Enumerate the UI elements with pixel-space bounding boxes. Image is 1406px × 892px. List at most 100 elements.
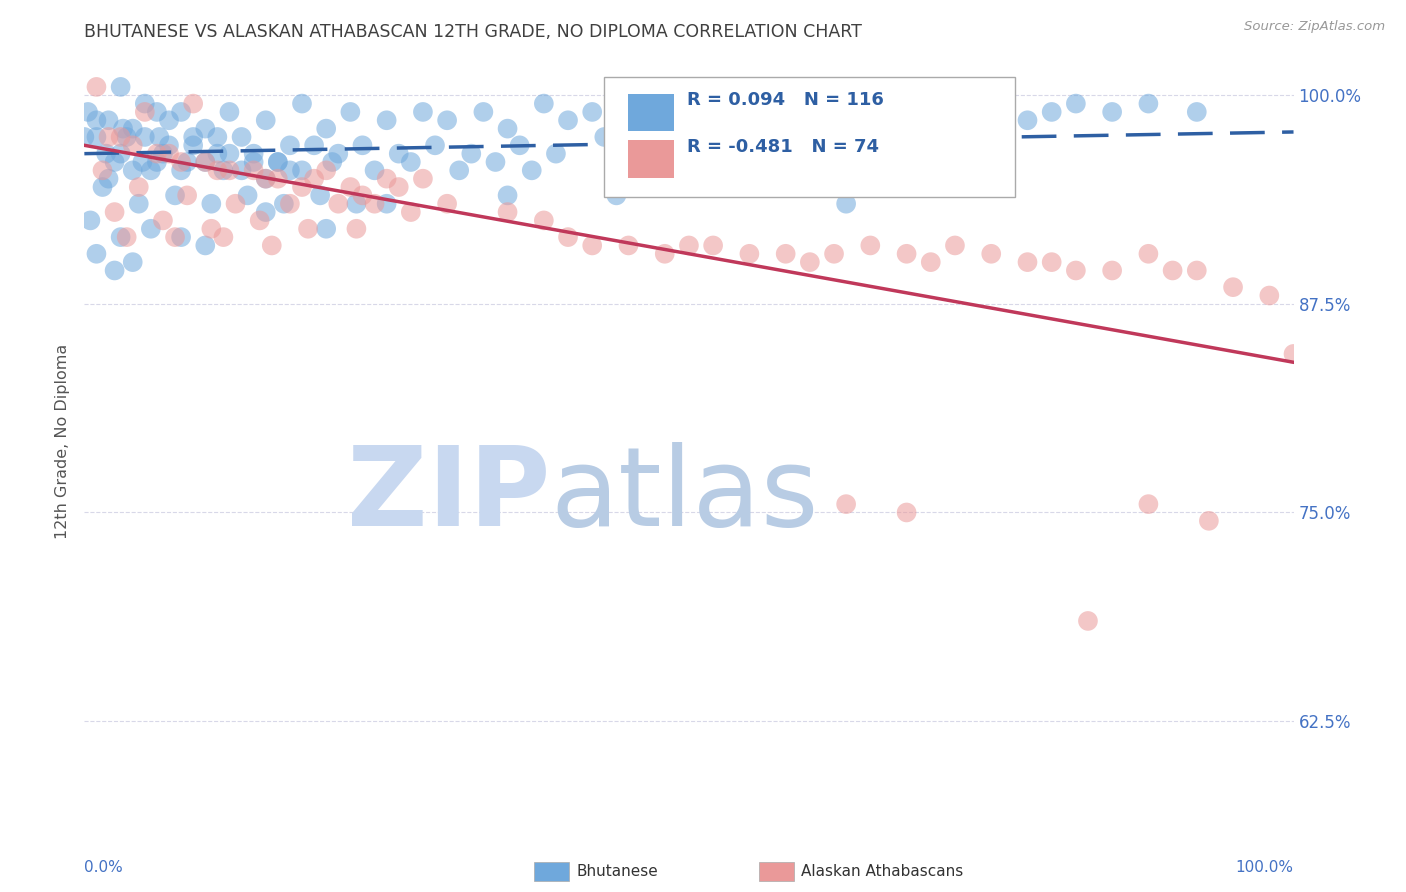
Point bbox=[110, 79, 132, 94]
Point bbox=[346, 196, 368, 211]
Point bbox=[260, 238, 283, 252]
Point bbox=[297, 221, 319, 235]
Point bbox=[375, 113, 398, 128]
Point bbox=[363, 163, 385, 178]
Point bbox=[121, 121, 143, 136]
Point bbox=[799, 255, 821, 269]
Point bbox=[97, 113, 120, 128]
Point bbox=[738, 247, 761, 261]
Point bbox=[278, 163, 301, 178]
FancyBboxPatch shape bbox=[628, 94, 675, 131]
Point bbox=[823, 121, 845, 136]
Text: atlas: atlas bbox=[550, 442, 818, 549]
Text: Alaskan Athabascans: Alaskan Athabascans bbox=[801, 864, 963, 879]
Point bbox=[920, 255, 942, 269]
Point bbox=[97, 130, 120, 145]
Point bbox=[302, 138, 325, 153]
Point bbox=[104, 155, 127, 169]
Point bbox=[484, 155, 506, 169]
Point bbox=[128, 180, 150, 194]
Point bbox=[181, 138, 204, 153]
Point bbox=[176, 155, 198, 169]
Point bbox=[194, 155, 217, 169]
Point bbox=[278, 196, 301, 211]
Point bbox=[86, 130, 108, 145]
Point bbox=[1222, 280, 1244, 294]
Point bbox=[315, 121, 337, 136]
Point bbox=[375, 196, 398, 211]
Point bbox=[388, 146, 411, 161]
Point bbox=[315, 221, 337, 235]
Point bbox=[165, 188, 187, 202]
Point bbox=[1137, 497, 1160, 511]
Point bbox=[139, 221, 162, 235]
Point bbox=[811, 146, 834, 161]
Point bbox=[134, 96, 156, 111]
Point bbox=[980, 247, 1002, 261]
Point bbox=[557, 230, 579, 244]
Point bbox=[920, 113, 942, 128]
Point bbox=[399, 205, 422, 219]
Point bbox=[496, 188, 519, 202]
Point bbox=[254, 171, 277, 186]
Point bbox=[146, 104, 169, 119]
Text: 0.0%: 0.0% bbox=[84, 860, 124, 875]
Point bbox=[104, 263, 127, 277]
Point bbox=[165, 230, 187, 244]
Point bbox=[139, 163, 162, 178]
Point bbox=[97, 171, 120, 186]
Text: ZIP: ZIP bbox=[346, 442, 550, 549]
Point bbox=[170, 155, 193, 169]
Point bbox=[1137, 96, 1160, 111]
Point bbox=[702, 238, 724, 252]
Point bbox=[77, 104, 100, 119]
Point bbox=[412, 171, 434, 186]
Point bbox=[762, 138, 785, 153]
Point bbox=[170, 163, 193, 178]
Point bbox=[212, 230, 235, 244]
Text: R = -0.481   N = 74: R = -0.481 N = 74 bbox=[686, 137, 879, 155]
Point bbox=[128, 196, 150, 211]
Point bbox=[157, 138, 180, 153]
Point bbox=[152, 146, 174, 161]
Point bbox=[254, 171, 277, 186]
Point bbox=[557, 113, 579, 128]
Point bbox=[896, 247, 918, 261]
Point bbox=[218, 104, 240, 119]
Point bbox=[309, 188, 332, 202]
Point bbox=[436, 113, 458, 128]
FancyBboxPatch shape bbox=[605, 77, 1015, 197]
Point bbox=[775, 247, 797, 261]
Point bbox=[388, 180, 411, 194]
Point bbox=[1185, 104, 1208, 119]
Point bbox=[1040, 255, 1063, 269]
Point bbox=[315, 163, 337, 178]
Point bbox=[678, 113, 700, 128]
Point bbox=[104, 205, 127, 219]
Point bbox=[291, 180, 314, 194]
Point bbox=[110, 230, 132, 244]
Point bbox=[146, 146, 169, 161]
Point bbox=[1064, 263, 1087, 277]
Point bbox=[273, 196, 295, 211]
Point bbox=[278, 138, 301, 153]
Point bbox=[1258, 288, 1281, 302]
Point bbox=[654, 104, 676, 119]
Point bbox=[1198, 514, 1220, 528]
Point bbox=[225, 196, 247, 211]
Point bbox=[218, 146, 240, 161]
Point bbox=[1185, 263, 1208, 277]
Point bbox=[181, 96, 204, 111]
Point bbox=[775, 104, 797, 119]
Point bbox=[593, 130, 616, 145]
Point bbox=[423, 138, 446, 153]
Point bbox=[533, 213, 555, 227]
Point bbox=[725, 146, 748, 161]
Point bbox=[472, 104, 495, 119]
Point bbox=[194, 121, 217, 136]
Point bbox=[181, 130, 204, 145]
FancyBboxPatch shape bbox=[628, 140, 675, 178]
Point bbox=[859, 113, 882, 128]
Text: BHUTANESE VS ALASKAN ATHABASCAN 12TH GRADE, NO DIPLOMA CORRELATION CHART: BHUTANESE VS ALASKAN ATHABASCAN 12TH GRA… bbox=[84, 23, 862, 41]
Text: R = 0.094   N = 116: R = 0.094 N = 116 bbox=[686, 91, 883, 109]
